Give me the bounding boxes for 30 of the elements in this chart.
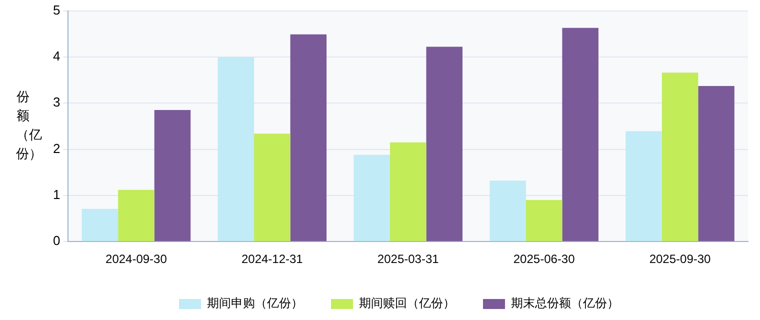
bar xyxy=(290,34,327,242)
y-tick-label: 4 xyxy=(52,48,60,64)
y-axis-title: 份额（亿份） xyxy=(16,89,42,164)
bar xyxy=(662,72,698,242)
bar xyxy=(698,86,734,242)
y-tick-label: 5 xyxy=(52,2,60,18)
x-tick-label: 2025-03-31 xyxy=(377,252,440,266)
bar xyxy=(426,46,462,242)
y-tick-label: 1 xyxy=(52,187,60,202)
bar xyxy=(390,142,426,242)
bar xyxy=(154,110,191,242)
bar xyxy=(626,131,662,242)
bar xyxy=(526,200,562,242)
legend-label: 期间申购（亿份） xyxy=(207,296,303,310)
y-tick-label: 3 xyxy=(52,94,60,110)
x-tick-label: 2025-09-30 xyxy=(649,252,712,266)
bar xyxy=(82,208,118,242)
bar xyxy=(354,154,390,242)
bar xyxy=(254,134,290,242)
legend-label: 期末总份额（亿份） xyxy=(511,296,619,310)
bar xyxy=(562,28,598,242)
x-tick-label: 2025-06-30 xyxy=(513,252,576,266)
legend-label: 期间赎回（亿份） xyxy=(359,296,455,310)
bar xyxy=(490,180,526,242)
x-tick-label: 2024-12-31 xyxy=(241,252,304,266)
y-tick-label: 0 xyxy=(52,233,60,248)
y-tick-label: 2 xyxy=(52,140,60,156)
bar xyxy=(118,190,154,242)
bar xyxy=(218,56,254,242)
x-tick-label: 2024-09-30 xyxy=(106,252,168,266)
